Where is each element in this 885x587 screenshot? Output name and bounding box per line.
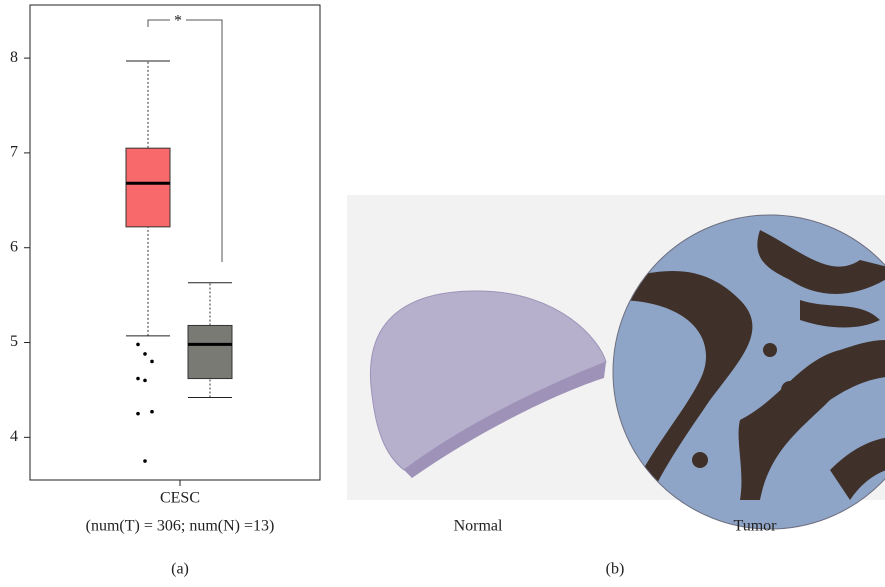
- y-tick-label: 5: [10, 333, 18, 350]
- y-tick-label: 8: [10, 49, 18, 66]
- x-axis-label: (num(T) = 306; num(N) =13): [86, 518, 275, 535]
- outlier: [136, 377, 140, 381]
- outlier: [136, 343, 140, 347]
- outlier: [143, 379, 147, 383]
- y-tick-label: 6: [10, 238, 18, 255]
- outlier: [143, 352, 147, 356]
- panel-label: (b): [606, 561, 625, 578]
- outlier: [150, 360, 154, 364]
- figure: CESC (num(T) = 306; num(N) =13) (a) * No…: [0, 0, 885, 582]
- panel-label: (a): [171, 561, 189, 578]
- significance-mark: *: [174, 13, 182, 30]
- outlier: [136, 412, 140, 416]
- outlier: [143, 459, 147, 463]
- plot-frame: [30, 5, 320, 480]
- x-category-label: CESC: [160, 490, 200, 507]
- image-label: Tumor: [734, 518, 778, 535]
- y-tick-label: 7: [10, 144, 18, 161]
- image-label: Normal: [454, 518, 503, 535]
- y-tick-label: 4: [10, 428, 18, 445]
- box: [126, 148, 170, 227]
- outlier: [150, 410, 154, 414]
- box: [188, 325, 232, 378]
